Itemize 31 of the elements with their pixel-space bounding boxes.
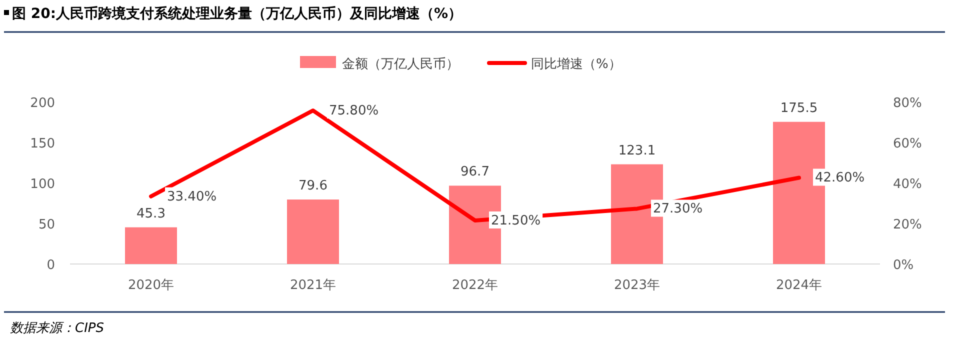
data-label: 27.30%: [653, 202, 703, 217]
data-label: 123.1: [618, 143, 656, 158]
data-label: 42.60%: [815, 170, 865, 186]
y-tick-label: 150: [30, 136, 55, 152]
data-label: 75.80%: [329, 104, 379, 119]
legend-label: 金额（万亿人民币）: [342, 57, 459, 72]
data-label: 33.40%: [167, 189, 217, 204]
source-note: 数据来源：CIPS: [10, 321, 104, 336]
bar: [287, 200, 339, 264]
y-tick-label: 0: [46, 258, 55, 273]
x-tick-label: 2021年: [290, 278, 336, 293]
data-label: 79.6: [298, 178, 328, 194]
bar: [125, 227, 177, 264]
y2-tick-label: 0%: [893, 258, 914, 273]
y2-tick-label: 60%: [893, 136, 922, 152]
data-label: 21.50%: [491, 213, 541, 228]
y2-tick-label: 80%: [893, 96, 922, 111]
y2-tick-label: 20%: [893, 218, 922, 232]
x-tick-label: 2022年: [452, 278, 498, 293]
x-tick-label: 2023年: [614, 278, 660, 293]
legend-label: 同比增速（%）: [531, 57, 622, 72]
x-tick-label: 2024年: [776, 278, 822, 293]
y-tick-label: 50: [38, 218, 55, 232]
x-tick-label: 2020年: [128, 278, 174, 293]
y2-tick-label: 40%: [893, 177, 922, 192]
data-label: 45.3: [136, 206, 166, 222]
y-tick-label: 100: [30, 177, 55, 192]
y-tick-label: 200: [30, 96, 55, 111]
data-label: 96.7: [460, 164, 490, 180]
chart-title: 图 20:人民币跨境支付系统处理业务量（万亿人民币）及同比增速（%）: [12, 5, 462, 22]
data-label: 175.5: [780, 100, 818, 116]
